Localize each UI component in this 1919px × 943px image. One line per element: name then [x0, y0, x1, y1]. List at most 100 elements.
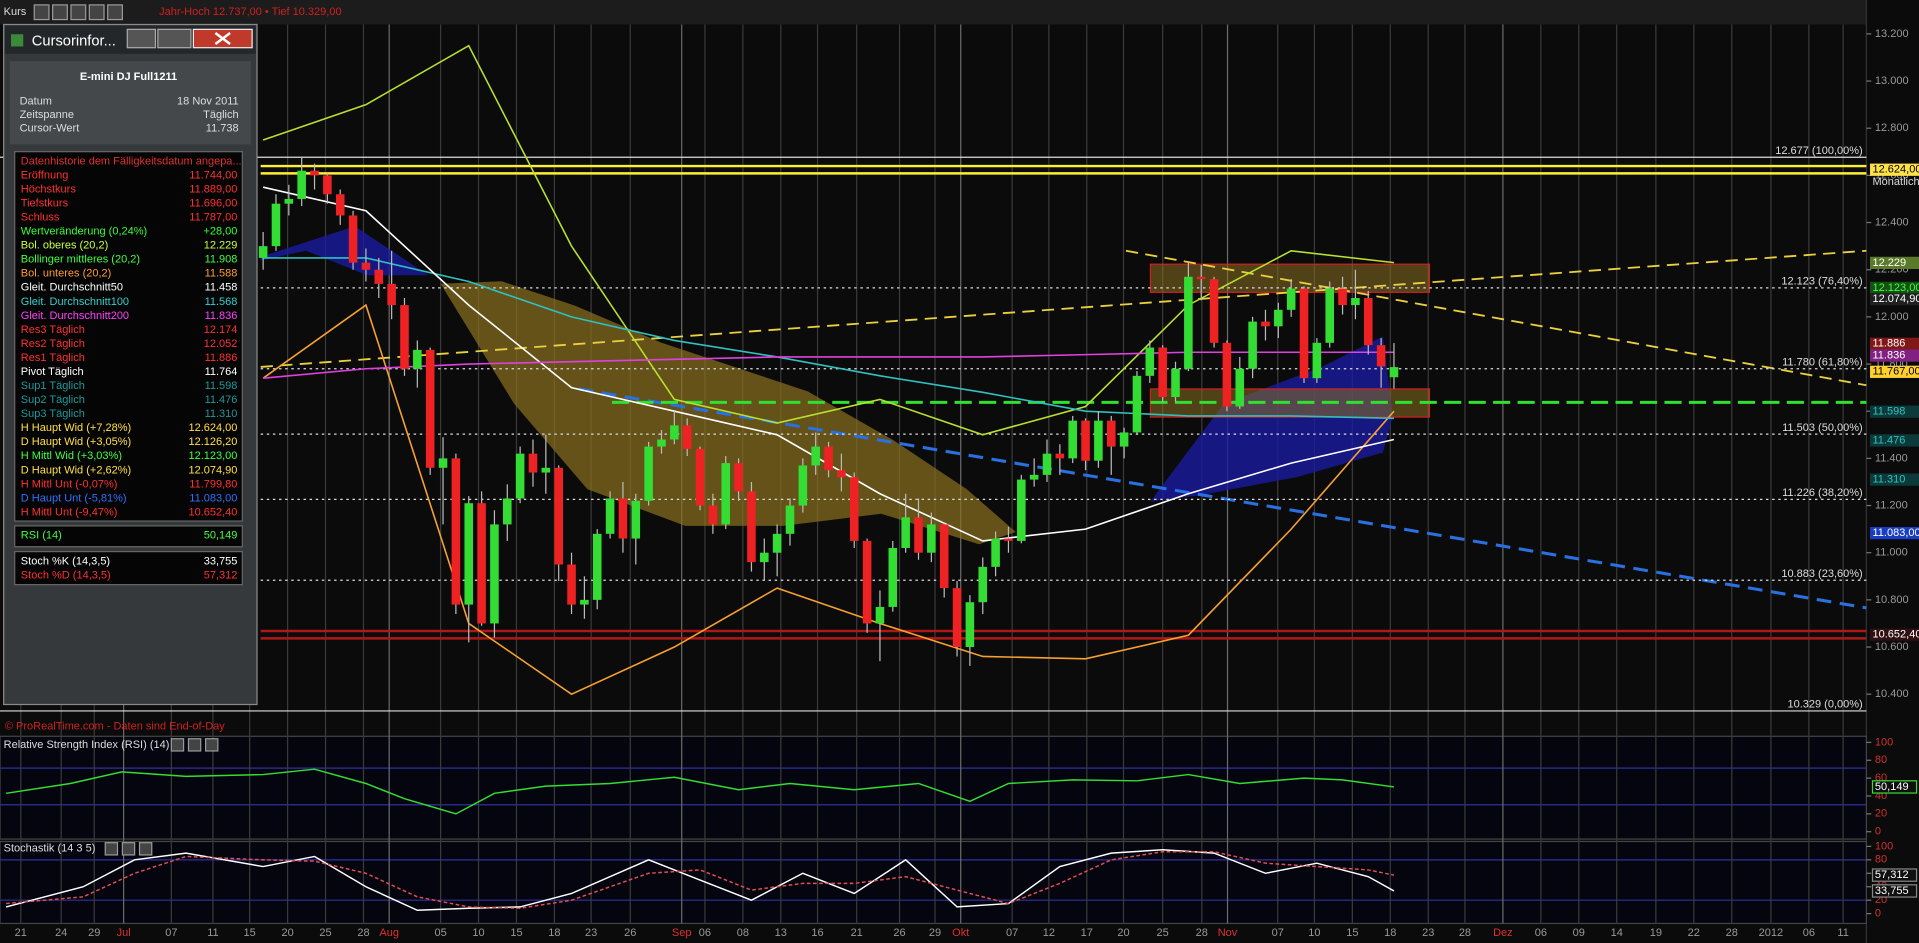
candle-body [1171, 368, 1180, 398]
icon[interactable] [52, 4, 68, 21]
minimize-button[interactable] [126, 28, 157, 49]
candle-body [605, 498, 615, 534]
price-tag [1870, 405, 1919, 418]
icon[interactable] [33, 4, 50, 21]
row-label: Bol. oberes (20,2) [21, 240, 108, 252]
time-label: Aug [379, 927, 399, 939]
time-label: 13 [775, 927, 787, 939]
price-tag [1870, 349, 1919, 362]
price-tag [1870, 163, 1919, 176]
fib-label: 10.329 (0,00%) [1787, 699, 1862, 711]
price-tag-label: 11.767,00 [1872, 366, 1919, 378]
time-label: 21 [851, 927, 863, 939]
candle-body [1376, 345, 1386, 367]
row-value: 33,755 [204, 555, 238, 567]
icon[interactable] [70, 4, 87, 21]
cursor-window[interactable]: Cursorinfor... E-mini DJ Full1211 Datenh… [3, 23, 258, 706]
y-tick-label: 11.400 [1875, 452, 1908, 464]
maximize-button[interactable] [157, 28, 192, 49]
toolbar-icons[interactable] [33, 4, 123, 21]
y-tick-label: 10.400 [1875, 688, 1909, 700]
icon[interactable] [170, 738, 185, 752]
candle-body [1106, 420, 1116, 447]
candle-body [875, 606, 885, 624]
price-tag-label: 12.229 [1872, 257, 1906, 269]
time-label: 15 [510, 927, 522, 939]
candle-body [567, 564, 576, 605]
panel-icons[interactable] [104, 842, 153, 856]
price-tag-label: 11.476 [1872, 434, 1905, 446]
last-value-tag [1871, 868, 1918, 882]
y-tick-label: 80 [1875, 754, 1887, 766]
year-range: Jahr-Hoch 12.737,00 • Tief 10.329,00 [159, 6, 341, 18]
candle-body [425, 349, 435, 468]
candle-body [284, 198, 294, 204]
candle-body [721, 463, 731, 525]
time-label: 26 [624, 927, 636, 939]
row-value: 50,149 [204, 530, 238, 542]
row-label: Gleit. Durchschnitt100 [21, 296, 129, 308]
row-value: 11.083,00 [189, 492, 237, 504]
icon[interactable] [121, 842, 136, 856]
candle-body [1235, 368, 1245, 407]
info-label: Cursor-Wert [20, 122, 80, 134]
candle-body [541, 467, 551, 473]
fib-label: 12.677 (100,00%) [1775, 145, 1862, 157]
time-label: 06 [699, 927, 711, 939]
time-label: 25 [319, 927, 331, 939]
row-label: Sup1 Täglich [21, 380, 85, 392]
y-tick-label: 11.000 [1875, 547, 1908, 559]
stoch-box [14, 551, 243, 586]
candle-body [310, 170, 319, 176]
icon[interactable] [138, 842, 153, 856]
candle-body [1055, 453, 1065, 459]
row-value: 11.458 [205, 282, 238, 294]
icon[interactable] [204, 738, 219, 752]
data-list [14, 151, 243, 522]
candle-body [1042, 453, 1052, 475]
row-label: Eröffnung [21, 169, 69, 181]
info-value: Täglich [203, 109, 238, 121]
row-value: 12.624,00 [188, 422, 237, 434]
price-tag-label: 11.310 [1872, 474, 1905, 486]
window-header [9, 61, 251, 145]
icon[interactable] [187, 738, 202, 752]
icon[interactable] [107, 4, 123, 21]
row-label: H Mittl Unt (-0,07%) [21, 478, 118, 490]
window-title: Cursorinfor... [32, 33, 116, 49]
candle-body [438, 458, 448, 468]
time-label: 20 [281, 927, 293, 939]
candle-body [580, 599, 589, 605]
y-tick-label: 12.800 [1875, 122, 1909, 134]
icon[interactable] [88, 4, 105, 21]
candle-body [258, 246, 268, 258]
candle-body [644, 446, 653, 501]
toolbar [0, 0, 1867, 25]
row-label: Res2 Täglich [21, 338, 85, 350]
candle-body [849, 477, 859, 541]
last-value-label: 33,755 [1875, 885, 1909, 897]
price-tag-label: 11.836 [1872, 349, 1905, 361]
panel-icons[interactable] [170, 738, 219, 752]
candle-body [708, 505, 718, 525]
candle-body [1363, 298, 1373, 346]
rsi-panel [0, 735, 1867, 840]
candle-body [1389, 367, 1399, 378]
y-tick-label: 13.200 [1875, 28, 1909, 40]
price-tag [1870, 628, 1919, 641]
time-label: 20 [1117, 927, 1129, 939]
candle-body [1248, 321, 1257, 369]
icon[interactable] [104, 842, 119, 856]
row-value: 11.799,80 [189, 478, 237, 490]
candle-body [503, 498, 512, 525]
copyright: © ProRealTime.com - Daten sind End-of-Da… [5, 720, 225, 732]
candle-body [335, 194, 345, 216]
time-label: 16 [811, 927, 823, 939]
price-tag [1870, 365, 1919, 378]
row-value: 11.764 [205, 366, 238, 378]
candle-body [400, 305, 409, 369]
fib-label: 11.780 (61,80%) [1782, 357, 1863, 369]
candle-body [413, 349, 422, 369]
price-tag [1870, 256, 1919, 269]
